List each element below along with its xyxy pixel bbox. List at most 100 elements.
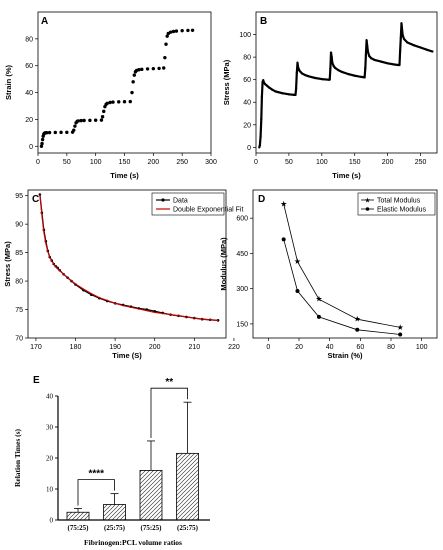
data-point-A xyxy=(100,115,105,119)
data-point-A xyxy=(145,67,150,71)
significance-bracket xyxy=(77,479,115,506)
y-tick-label: 0 xyxy=(29,144,33,151)
y-tick-label: 60 xyxy=(25,63,33,70)
data-point-B xyxy=(386,62,389,65)
data-point-B xyxy=(431,50,434,53)
data-point-elastic xyxy=(398,332,403,337)
significance-bracket xyxy=(150,387,188,438)
data-point-B xyxy=(266,84,269,87)
data-point-B xyxy=(426,48,429,51)
data-point-B xyxy=(419,46,422,49)
data-point-B xyxy=(340,70,343,73)
data-point-B xyxy=(264,83,267,86)
data-point-B xyxy=(262,79,265,82)
y-tick-label: 0 xyxy=(50,517,54,525)
data-point-total: ★ xyxy=(280,200,287,209)
y-tick-label: 20 xyxy=(46,455,54,463)
data-point-total: ★ xyxy=(294,257,301,266)
data-point-A xyxy=(108,100,112,105)
x-tick-label: 200 xyxy=(147,159,159,166)
data-point-C xyxy=(38,193,42,196)
data-point-B xyxy=(366,50,369,53)
data-point-A xyxy=(111,100,115,104)
x-tick-label: 150 xyxy=(349,159,361,166)
y-tick-label: 20 xyxy=(243,122,251,129)
y-axis-label: Modulus (MPa) xyxy=(219,237,228,291)
y-tick-label: 80 xyxy=(25,36,33,43)
data-point-A xyxy=(140,67,144,72)
x-tick-label: 180 xyxy=(70,344,82,351)
data-point-B xyxy=(330,56,333,59)
data-point-B xyxy=(379,60,383,63)
y-tick-label: 90 xyxy=(15,222,23,229)
data-point-B xyxy=(370,57,373,60)
data-point-A xyxy=(163,55,167,60)
x-tick-label: 100 xyxy=(316,159,328,166)
data-point-B xyxy=(274,90,277,93)
y-tick-label: 30 xyxy=(46,424,54,432)
x-tick-label: 190 xyxy=(109,344,121,351)
x-tick-label: 200 xyxy=(149,344,161,351)
y-tick-label: 80 xyxy=(243,55,251,62)
y-tick-label: 150 xyxy=(236,321,248,328)
data-point-A xyxy=(47,130,52,135)
data-point-B xyxy=(329,67,332,70)
data-point-B xyxy=(406,41,409,44)
data-point-B xyxy=(364,53,368,56)
x-tick-label: 100 xyxy=(90,159,102,166)
data-point-B xyxy=(398,63,401,67)
y-tick-label: 80 xyxy=(15,279,23,286)
data-point-B xyxy=(368,54,371,58)
bar-E xyxy=(176,452,199,521)
data-point-B xyxy=(297,66,300,69)
legend-label-total: Total Modulus xyxy=(377,198,421,205)
data-point-A xyxy=(105,101,109,106)
legend-label-data: Data xyxy=(173,198,188,205)
data-point-B xyxy=(399,50,402,53)
x-axis-label: Time (s) xyxy=(110,171,139,180)
data-point-A xyxy=(186,28,190,33)
data-point-A xyxy=(53,130,57,135)
panel-label-B: B xyxy=(260,16,267,27)
data-point-B xyxy=(412,44,416,47)
data-point-A xyxy=(165,34,169,38)
data-point-B xyxy=(298,69,301,72)
panel-label-C: C xyxy=(32,194,39,205)
data-point-elastic xyxy=(295,289,300,294)
data-point-A xyxy=(73,124,77,128)
x-tick-label: 100 xyxy=(416,344,428,351)
data-point-A xyxy=(88,118,92,123)
data-point-A xyxy=(131,80,135,84)
y-tick-label: 85 xyxy=(15,250,23,257)
data-point-B xyxy=(332,65,335,68)
data-point-total: ★ xyxy=(354,315,361,324)
data-point-A xyxy=(44,131,49,135)
y-tick-label: 450 xyxy=(236,251,248,258)
data-point-B xyxy=(365,39,368,42)
data-point-A xyxy=(180,28,184,33)
legend-label-elastic: Elastic Modulus xyxy=(377,207,427,214)
data-point-A xyxy=(162,66,166,70)
panel-label-A: A xyxy=(41,16,48,27)
x-axis-label: Time (s) xyxy=(332,171,361,180)
data-point-B xyxy=(337,68,340,72)
data-point-A xyxy=(65,130,69,135)
data-point-A xyxy=(164,42,168,46)
data-point-B xyxy=(271,88,274,91)
data-point-A xyxy=(93,118,98,122)
plot-frame-C xyxy=(27,189,227,339)
data-point-A xyxy=(171,29,176,34)
legend-marker-total: ★ xyxy=(364,197,370,205)
data-point-A xyxy=(82,118,86,123)
x-tick-label: 50 xyxy=(285,159,293,166)
data-point-A xyxy=(157,66,161,71)
legend-label-fit: Double Exponential Fit xyxy=(173,207,243,214)
data-point-B xyxy=(260,95,264,98)
data-point-B xyxy=(400,22,403,25)
data-point-A xyxy=(40,141,44,146)
x-axis-label: Strain (%) xyxy=(327,351,363,360)
data-point-B xyxy=(399,36,402,40)
data-point-B xyxy=(353,74,356,77)
data-point-A xyxy=(117,100,121,104)
